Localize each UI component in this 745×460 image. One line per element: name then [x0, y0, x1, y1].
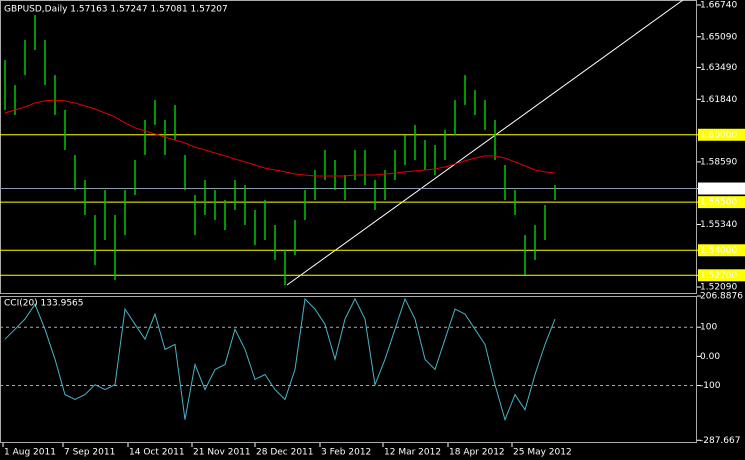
- x-tick-label: 21 Nov 2011: [193, 448, 251, 458]
- plot-layer: [0, 15, 697, 422]
- y-tick-label: 1.66740: [700, 1, 737, 11]
- y-tick-label: 1.60000: [700, 130, 737, 140]
- y-tick-label: -100: [700, 381, 721, 391]
- y-tick-label: 1.58590: [700, 157, 737, 167]
- trend-line: [286, 0, 684, 286]
- x-tick-label: 14 Oct 2011: [129, 448, 185, 458]
- y-tick-label: 1.56500: [700, 198, 737, 208]
- level-label-box: [698, 244, 745, 257]
- x-tick-label: 18 Apr 2012: [449, 448, 505, 458]
- price-panel-frame: [0, 0, 697, 294]
- indicator-title: CCI(20) 133.9565: [4, 299, 84, 309]
- y-tick-label: 1.55340: [700, 220, 737, 230]
- y-tick-label: 100: [700, 323, 717, 333]
- x-tick-label: 12 Mar 2012: [384, 448, 441, 458]
- y-tick-label: 1.57207: [700, 184, 737, 194]
- y-tick-label: 1.63490: [700, 63, 737, 73]
- y-tick-label: 1.61840: [700, 95, 737, 105]
- level-label-box: [698, 269, 745, 282]
- cci-line: [4, 297, 556, 422]
- x-tick-label: 25 May 2012: [513, 448, 572, 458]
- y-tick-label: 0.00: [700, 352, 720, 362]
- cci-panel-frame: [0, 296, 697, 443]
- level-label-box: [698, 196, 745, 209]
- x-tick-label: 1 Aug 2011: [4, 448, 56, 458]
- level-label-box: [698, 128, 745, 141]
- x-tick-label: 3 Feb 2012: [321, 448, 371, 458]
- chart-title: GBPUSD,Daily 1.57163 1.57247 1.57081 1.5…: [4, 5, 228, 15]
- last-price-box: [698, 182, 745, 195]
- y-tick-label: 1.65090: [700, 32, 737, 42]
- y-tick-label: 1.52090: [700, 283, 737, 293]
- y-tick-label: 1.52700: [700, 271, 737, 281]
- y-tick-label: 1.54000: [700, 246, 737, 256]
- x-tick-label: 7 Sep 2011: [64, 448, 115, 458]
- x-tick-label: 28 Dec 2011: [256, 448, 314, 458]
- y-tick-label: -287.667: [700, 436, 740, 446]
- y-tick-label: 206.8876: [700, 292, 743, 302]
- moving-average: [4, 99, 556, 177]
